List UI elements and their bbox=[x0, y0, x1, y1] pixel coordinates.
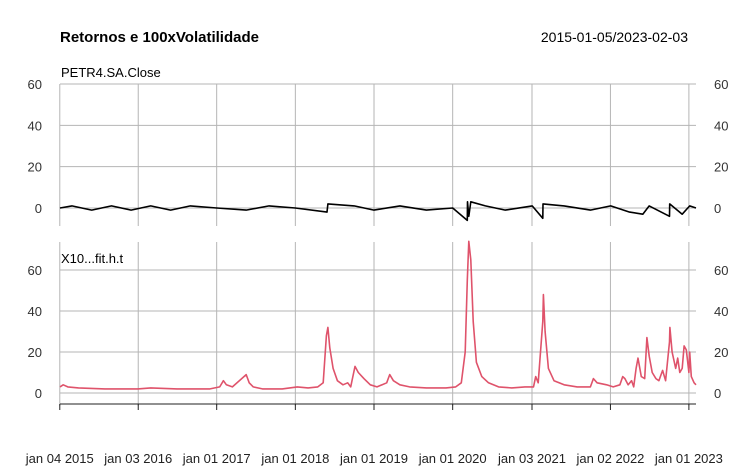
top-panel-grid bbox=[59, 83, 696, 226]
y-tick-label-left: 20 bbox=[28, 345, 42, 360]
date-range-label: 2015-01-05/2023-02-03 bbox=[541, 29, 688, 45]
x-tick-label: jan 01 2017 bbox=[182, 451, 251, 466]
x-tick-label: jan 01 2020 bbox=[418, 451, 487, 466]
x-tick-label: jan 01 2019 bbox=[339, 451, 408, 466]
y-tick-label-right: 0 bbox=[714, 386, 721, 401]
bottom-panel-right-axis: 0 20 40 60 bbox=[714, 263, 728, 401]
y-tick-label-left: 20 bbox=[28, 160, 42, 175]
series-line bbox=[59, 201, 697, 222]
x-axis: jan 04 2015 jan 03 2016 jan 01 2017 jan 01 … bbox=[25, 403, 723, 466]
top-panel-series-name: PETR4.SA.Close bbox=[61, 65, 161, 80]
bottom-panel-series-name: X10...fit.h.t bbox=[61, 251, 124, 266]
y-tick-label-right: 40 bbox=[714, 304, 728, 319]
chart-title: Retornos e 100xVolatilidade bbox=[60, 29, 259, 46]
x-tick-label: jan 01 2023 bbox=[654, 451, 723, 466]
top-panel-right-axis: 0 20 40 60 bbox=[714, 77, 728, 216]
x-tick-label: jan 03 2016 bbox=[103, 451, 172, 466]
y-tick-label-right: 40 bbox=[714, 118, 728, 133]
x-tick-label: jan 01 2018 bbox=[260, 451, 329, 466]
y-tick-label-left: 0 bbox=[35, 201, 42, 216]
top-panel-series bbox=[59, 201, 697, 222]
bottom-panel-series bbox=[59, 240, 697, 390]
y-tick-label-left: 40 bbox=[28, 118, 42, 133]
y-tick-label-right: 20 bbox=[714, 345, 728, 360]
x-tick-label: jan 04 2015 bbox=[25, 451, 94, 466]
x-tick-label: jan 03 2021 bbox=[497, 451, 566, 466]
bottom-panel-grid bbox=[59, 242, 696, 406]
y-tick-label-left: 40 bbox=[28, 304, 42, 319]
top-panel-left-axis: 0 20 40 60 bbox=[28, 77, 42, 216]
y-tick-label-right: 0 bbox=[714, 201, 721, 216]
y-tick-label-left: 60 bbox=[28, 263, 42, 278]
y-tick-label-left: 60 bbox=[28, 77, 42, 92]
y-tick-label-right: 20 bbox=[714, 160, 728, 175]
y-tick-label-left: 0 bbox=[35, 386, 42, 401]
series-line bbox=[59, 240, 697, 390]
top-panel: PETR4.SA.Close 0 20 40 60 0 20 40 60 bbox=[28, 65, 728, 226]
x-tick-label: jan 02 2022 bbox=[575, 451, 644, 466]
y-tick-label-right: 60 bbox=[714, 263, 728, 278]
bottom-panel-left-axis: 0 20 40 60 bbox=[28, 263, 42, 401]
y-tick-label-right: 60 bbox=[714, 77, 728, 92]
bottom-panel: X10...fit.h.t 0 20 40 60 0 20 40 60 bbox=[28, 240, 728, 406]
